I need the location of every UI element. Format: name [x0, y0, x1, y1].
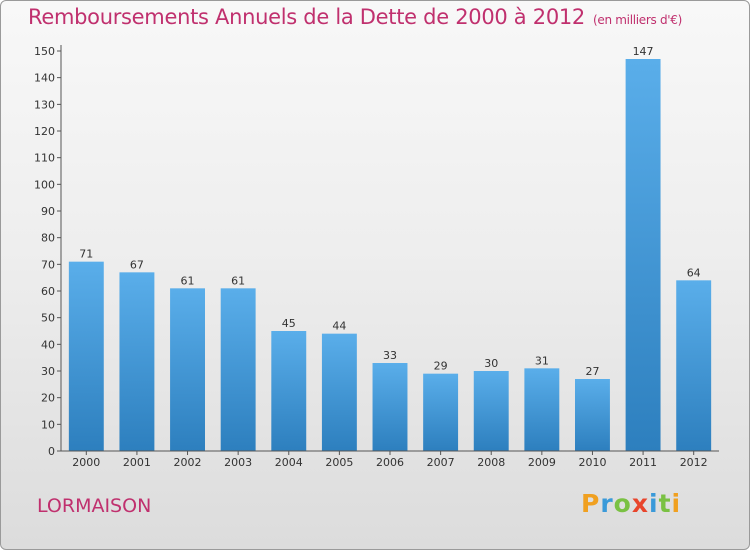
x-tick-label: 2003 [224, 456, 252, 469]
proxiti-logo[interactable]: Proxiti [581, 489, 681, 518]
x-tick-label: 2000 [72, 456, 100, 469]
y-tick-label: 0 [48, 445, 55, 458]
y-tick-label: 120 [34, 125, 55, 138]
x-axis: 2000 2001 2002 2003 2004 2005 2006 2007 2008 2009… [61, 450, 719, 469]
bar-value-label: 64 [687, 266, 701, 279]
y-tick-label: 60 [41, 285, 55, 298]
x-tick-label: 2005 [325, 456, 353, 469]
x-tick-label: 2012 [680, 456, 708, 469]
city-name: LORMAISON [37, 495, 152, 517]
bar-value-label: 30 [484, 357, 498, 370]
bars: 71 67 61 61 45 44 33 29 30 31 27 147 64 [68, 45, 712, 451]
bar-2005[interactable] [321, 333, 357, 451]
chart-title-text: Remboursements Annuels de la Dette de 20… [28, 5, 585, 29]
bar-value-label: 45 [282, 317, 296, 330]
y-tick-label: 40 [41, 338, 55, 351]
bar-value-label: 29 [434, 360, 448, 373]
y-tick-label: 10 [41, 418, 55, 431]
y-tick-label: 110 [34, 152, 55, 165]
bar-2006[interactable] [372, 363, 408, 451]
x-tick-label: 2008 [477, 456, 505, 469]
x-tick-label: 2009 [528, 456, 556, 469]
x-tick-label: 2010 [578, 456, 606, 469]
logo-letter: i [671, 489, 682, 518]
y-tick-label: 140 [34, 72, 55, 85]
logo-letter: r [600, 489, 614, 518]
y-tick-label: 20 [41, 392, 55, 405]
logo-letter: o [613, 489, 632, 518]
bar-2001[interactable] [119, 272, 155, 451]
y-tick-label: 80 [41, 232, 55, 245]
logo-letter: i [649, 489, 659, 518]
x-tick-label: 2004 [275, 456, 303, 469]
y-tick-label: 30 [41, 365, 55, 378]
y-tick-label: 90 [41, 205, 55, 218]
y-tick-label: 50 [41, 312, 55, 325]
bar-value-label: 27 [585, 365, 599, 378]
bar-value-label: 31 [535, 354, 549, 367]
bar-2009[interactable] [524, 368, 560, 451]
bar-2007[interactable] [423, 373, 459, 451]
logo-letter: t [658, 489, 672, 518]
x-tick-label: 2007 [427, 456, 455, 469]
bar-2003[interactable] [220, 288, 256, 451]
bar-2008[interactable] [473, 371, 509, 451]
bar-value-label: 33 [383, 349, 397, 362]
y-axis: 0 10 20 30 40 50 60 70 80 90 100 110 120 130 140 150 [34, 45, 62, 458]
bar-2010[interactable] [574, 379, 610, 451]
logo-letter: x [631, 489, 649, 518]
logo-letter: P [581, 489, 601, 518]
bar-value-label: 44 [332, 320, 346, 333]
x-tick-label: 2001 [123, 456, 151, 469]
bar-2000[interactable] [68, 261, 104, 451]
bar-value-label: 147 [633, 45, 654, 58]
bar-2012[interactable] [676, 280, 712, 451]
x-tick-label: 2006 [376, 456, 404, 469]
x-tick-label: 2011 [629, 456, 657, 469]
chart-title: Remboursements Annuels de la Dette de 20… [28, 5, 682, 29]
bar-2011[interactable] [625, 59, 661, 451]
bar-value-label: 67 [130, 258, 144, 271]
bar-value-label: 61 [231, 274, 245, 287]
bar-2004[interactable] [271, 331, 307, 451]
y-tick-label: 100 [34, 178, 55, 191]
y-tick-label: 150 [34, 45, 55, 58]
y-tick-label: 130 [34, 98, 55, 111]
bar-value-label: 71 [79, 248, 93, 261]
bar-2002[interactable] [170, 288, 206, 451]
bar-value-label: 61 [181, 274, 195, 287]
x-tick-label: 2002 [174, 456, 202, 469]
y-tick-label: 70 [41, 258, 55, 271]
chart-unit: (en milliers d'€) [593, 13, 683, 27]
